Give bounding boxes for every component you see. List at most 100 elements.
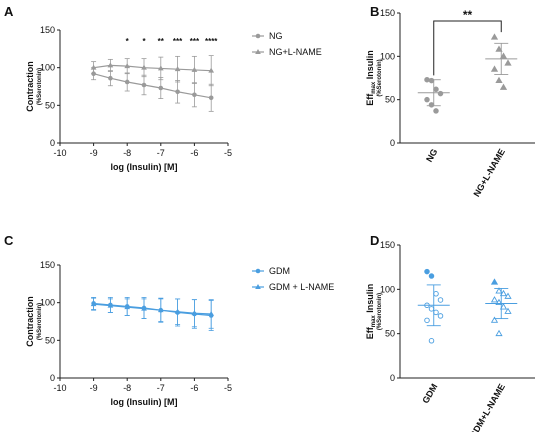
- y-axis-title: Effmax Insulin: [365, 284, 377, 340]
- y-axis-title-main: Eff: [365, 93, 375, 106]
- y-tick-label: 0: [390, 373, 395, 383]
- data-point: [124, 304, 131, 310]
- data-point: [437, 297, 444, 303]
- data-point: [141, 82, 147, 88]
- data-point: [108, 75, 113, 81]
- data-point: [174, 66, 181, 72]
- legend-label: NG+L-NAME: [269, 47, 322, 57]
- significance-annotation: ***: [190, 37, 200, 46]
- panel-label-d: D: [370, 233, 379, 248]
- x-tick-label: -5: [224, 383, 232, 393]
- data-point: [191, 66, 198, 72]
- series-line: [93, 303, 212, 315]
- data-point: [504, 292, 512, 299]
- y-tick-label: 150: [40, 260, 55, 270]
- data-point: [107, 302, 114, 308]
- legend-label: NG: [269, 31, 283, 41]
- data-point: [208, 310, 215, 316]
- y-tick-label: 150: [380, 240, 395, 250]
- data-point: [208, 95, 214, 101]
- data-point: [428, 102, 435, 108]
- legend-marker: [255, 49, 261, 54]
- data-point: [424, 317, 430, 324]
- data-point: [428, 77, 435, 84]
- x-axis-title: log (Insulin) [M]: [111, 162, 178, 172]
- y-axis-title-end: Insulin: [365, 50, 375, 82]
- y-tick-label: 150: [40, 25, 55, 35]
- y-axis-title-subscript: max: [371, 81, 377, 94]
- significance-annotation: ****: [205, 37, 218, 46]
- x-tick-label: -8: [123, 383, 131, 393]
- panel-label-a: A: [4, 4, 14, 19]
- data-point: [499, 289, 508, 297]
- data-point: [90, 301, 97, 307]
- x-tick-label: -5: [224, 148, 232, 158]
- x-category-label: GDM+L-NAME: [468, 382, 507, 432]
- y-tick-label: 0: [50, 138, 55, 148]
- data-point: [192, 92, 197, 98]
- y-axis-subtitle: (%Serotonin): [377, 293, 383, 330]
- data-point: [490, 316, 499, 323]
- legend-label: GDM: [269, 266, 290, 276]
- significance-annotation: *: [126, 37, 130, 46]
- data-point: [157, 65, 164, 71]
- y-tick-label: 100: [380, 284, 395, 294]
- x-tick-label: -6: [190, 383, 198, 393]
- data-point: [495, 329, 503, 337]
- y-axis-title: Contraction: [25, 61, 35, 112]
- x-tick-label: -8: [123, 148, 131, 158]
- panel-d-scatter-chart: 0 50 100 150 Effmax Insulin (%Serotonin) GDM GD…: [365, 240, 535, 432]
- panel-c-line-chart: 0 50 100 150 -10 -9 -8 -7 -6 -5 log (Insulin) [M] C…: [25, 260, 334, 407]
- y-tick-label: 50: [385, 95, 395, 105]
- x-tick-label: -9: [90, 383, 98, 393]
- data-point: [504, 59, 512, 66]
- x-tick-label: -10: [53, 383, 66, 393]
- x-category-label: NG+L-NAME: [471, 147, 507, 199]
- legend-label: GDM + L-NAME: [269, 282, 334, 292]
- y-axis-title-end: Insulin: [365, 284, 375, 316]
- y-tick-label: 50: [385, 329, 395, 339]
- y-tick-label: 100: [380, 51, 395, 61]
- x-axis-title: log (Insulin) [M]: [111, 397, 178, 407]
- legend-marker: [255, 268, 261, 274]
- x-tick-label: -7: [157, 383, 165, 393]
- x-category-label: NG: [424, 147, 439, 164]
- y-tick-label: 150: [380, 8, 395, 18]
- data-point: [437, 90, 444, 97]
- y-tick-label: 50: [45, 100, 55, 110]
- significance-annotation: ***: [173, 37, 183, 46]
- data-point: [495, 287, 503, 294]
- data-point: [433, 86, 439, 93]
- data-point: [428, 273, 435, 279]
- data-point: [433, 309, 439, 316]
- series-line: [93, 73, 212, 99]
- legend-marker: [255, 33, 261, 39]
- y-axis-title: Contraction: [25, 296, 35, 347]
- y-tick-label: 50: [45, 335, 55, 345]
- data-point: [158, 85, 164, 91]
- data-point: [208, 67, 215, 73]
- data-point: [437, 313, 444, 319]
- data-point: [141, 64, 147, 70]
- data-point: [124, 63, 131, 69]
- data-point: [191, 310, 198, 316]
- data-point: [495, 45, 503, 52]
- data-point: [175, 89, 180, 95]
- panel-b-scatter-chart: 0 50 100 150 Effmax Insulin (%Serotonin) NG NG+…: [365, 8, 535, 199]
- data-point: [490, 33, 499, 40]
- x-tick-label: -10: [53, 148, 66, 158]
- data-point: [499, 83, 508, 90]
- y-tick-label: 100: [40, 63, 55, 73]
- y-tick-label: 0: [390, 138, 395, 148]
- x-category-label: GDM: [420, 382, 439, 405]
- data-point: [141, 305, 147, 311]
- panel-label-c: C: [4, 233, 14, 248]
- data-point: [499, 52, 508, 59]
- data-point: [490, 65, 499, 72]
- data-point: [424, 268, 430, 275]
- data-point: [490, 296, 499, 303]
- data-point: [433, 291, 439, 297]
- y-tick-label: 0: [50, 373, 55, 383]
- data-point: [424, 96, 430, 103]
